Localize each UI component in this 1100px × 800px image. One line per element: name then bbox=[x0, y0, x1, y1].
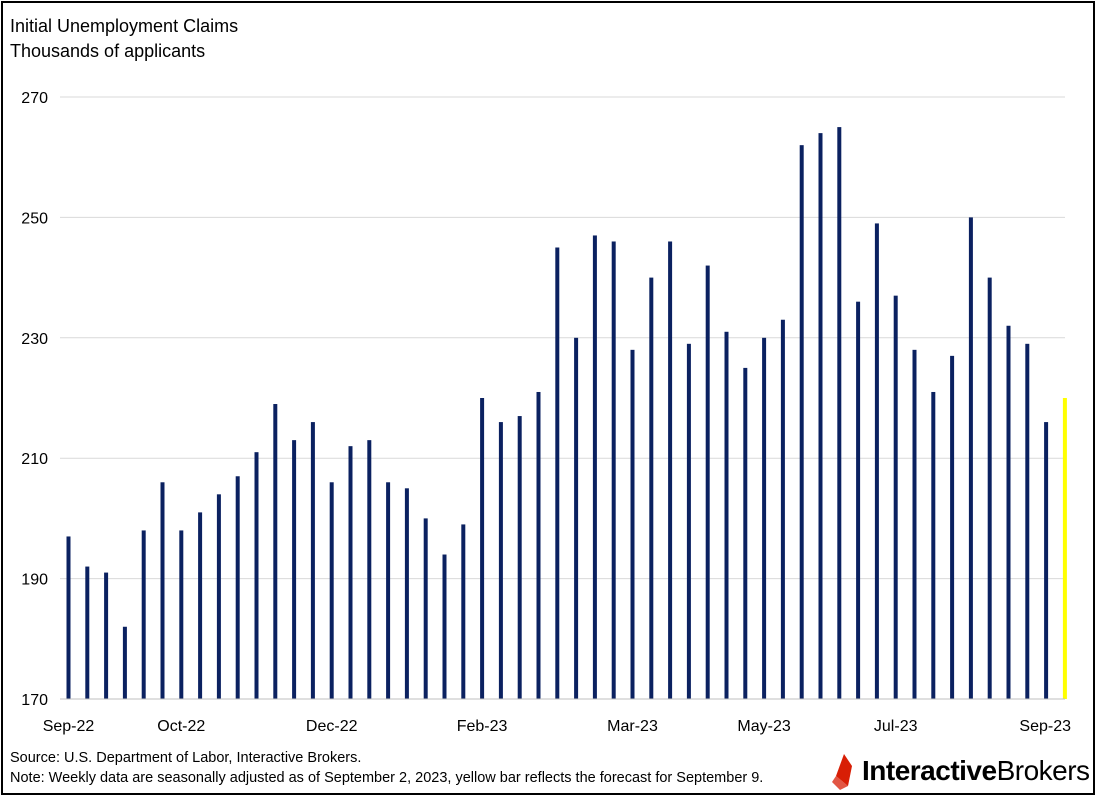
bar bbox=[724, 331, 729, 699]
bar bbox=[310, 422, 315, 699]
bars bbox=[66, 127, 1067, 700]
bar bbox=[235, 476, 240, 699]
bar bbox=[799, 145, 804, 699]
y-tick-label: 190 bbox=[21, 572, 48, 589]
bar bbox=[423, 518, 428, 699]
bar bbox=[66, 536, 71, 699]
chart-title: Initial Unemployment Claims bbox=[10, 16, 239, 36]
bar bbox=[198, 512, 203, 699]
bar bbox=[780, 319, 785, 699]
bar bbox=[179, 530, 184, 699]
bar bbox=[837, 127, 842, 700]
y-tick-label: 230 bbox=[21, 331, 48, 348]
bar bbox=[536, 391, 541, 699]
bar bbox=[517, 416, 522, 699]
logo-wordmark: InteractiveBrokers bbox=[862, 755, 1090, 787]
bar bbox=[818, 133, 823, 699]
y-tick-label: 170 bbox=[21, 692, 48, 709]
footnote: Note: Weekly data are seasonally adjuste… bbox=[10, 770, 764, 786]
bar bbox=[292, 440, 297, 699]
bar bbox=[705, 265, 710, 699]
y-tick-label: 250 bbox=[21, 210, 48, 227]
logo-mark-icon bbox=[832, 754, 852, 790]
forecast-bar bbox=[1062, 398, 1067, 699]
bar bbox=[480, 398, 485, 699]
bar bbox=[686, 343, 691, 699]
x-tick-label: Mar-23 bbox=[607, 718, 658, 735]
bar bbox=[874, 223, 879, 700]
chart-subtitle: Thousands of applicants bbox=[10, 41, 206, 61]
bar bbox=[329, 482, 334, 699]
bar bbox=[254, 452, 259, 699]
bar bbox=[216, 494, 221, 699]
x-tick-label: May-23 bbox=[737, 718, 790, 735]
bar bbox=[762, 337, 767, 699]
bar bbox=[1025, 343, 1030, 699]
chart-titles: Initial Unemployment Claims Thousands of… bbox=[10, 14, 238, 64]
x-axis-ticks: Sep-22 Oct-22 Dec-22 Feb-23 Mar-23 May-23 Jul-… bbox=[43, 718, 1071, 735]
bar bbox=[555, 247, 560, 699]
bar bbox=[668, 241, 673, 700]
source-note: Source: U.S. Department of Labor, Intera… bbox=[10, 750, 362, 766]
x-tick-label: Dec-22 bbox=[306, 718, 358, 735]
x-tick-label: Feb-23 bbox=[457, 718, 508, 735]
bar bbox=[461, 524, 466, 699]
bar bbox=[630, 349, 635, 699]
bar bbox=[987, 277, 992, 699]
y-tick-label: 270 bbox=[21, 90, 48, 107]
bar bbox=[592, 235, 597, 699]
bar bbox=[386, 482, 391, 699]
x-tick-label: Sep-23 bbox=[1019, 718, 1071, 735]
bar bbox=[1044, 422, 1049, 699]
logo-part1: Interactive bbox=[862, 755, 997, 786]
bar bbox=[743, 367, 748, 699]
bar bbox=[856, 301, 861, 699]
bar bbox=[574, 337, 579, 699]
bar bbox=[367, 440, 372, 699]
bar bbox=[498, 422, 503, 699]
x-tick-label: Oct-22 bbox=[157, 718, 205, 735]
bar bbox=[649, 277, 654, 699]
bar bbox=[141, 530, 146, 699]
bar bbox=[950, 355, 955, 699]
bar bbox=[442, 554, 447, 699]
bar bbox=[893, 295, 898, 699]
x-tick-label: Jul-23 bbox=[874, 718, 918, 735]
x-tick-label: Sep-22 bbox=[43, 718, 95, 735]
logo-part2: Brokers bbox=[996, 755, 1090, 786]
bar bbox=[104, 572, 109, 699]
interactive-brokers-logo: InteractiveBrokers bbox=[830, 752, 1095, 792]
bar bbox=[404, 488, 409, 699]
y-axis-ticks: 170 190 210 230 250 270 bbox=[21, 90, 48, 709]
y-tick-label: 210 bbox=[21, 451, 48, 468]
bar bbox=[912, 349, 917, 699]
bar bbox=[122, 626, 127, 699]
bar bbox=[968, 217, 973, 699]
bar bbox=[348, 446, 353, 699]
bar bbox=[160, 482, 165, 699]
bar bbox=[273, 404, 278, 699]
bar bbox=[611, 241, 616, 700]
bar bbox=[85, 566, 90, 699]
bar bbox=[931, 391, 936, 699]
bar bbox=[1006, 325, 1011, 699]
